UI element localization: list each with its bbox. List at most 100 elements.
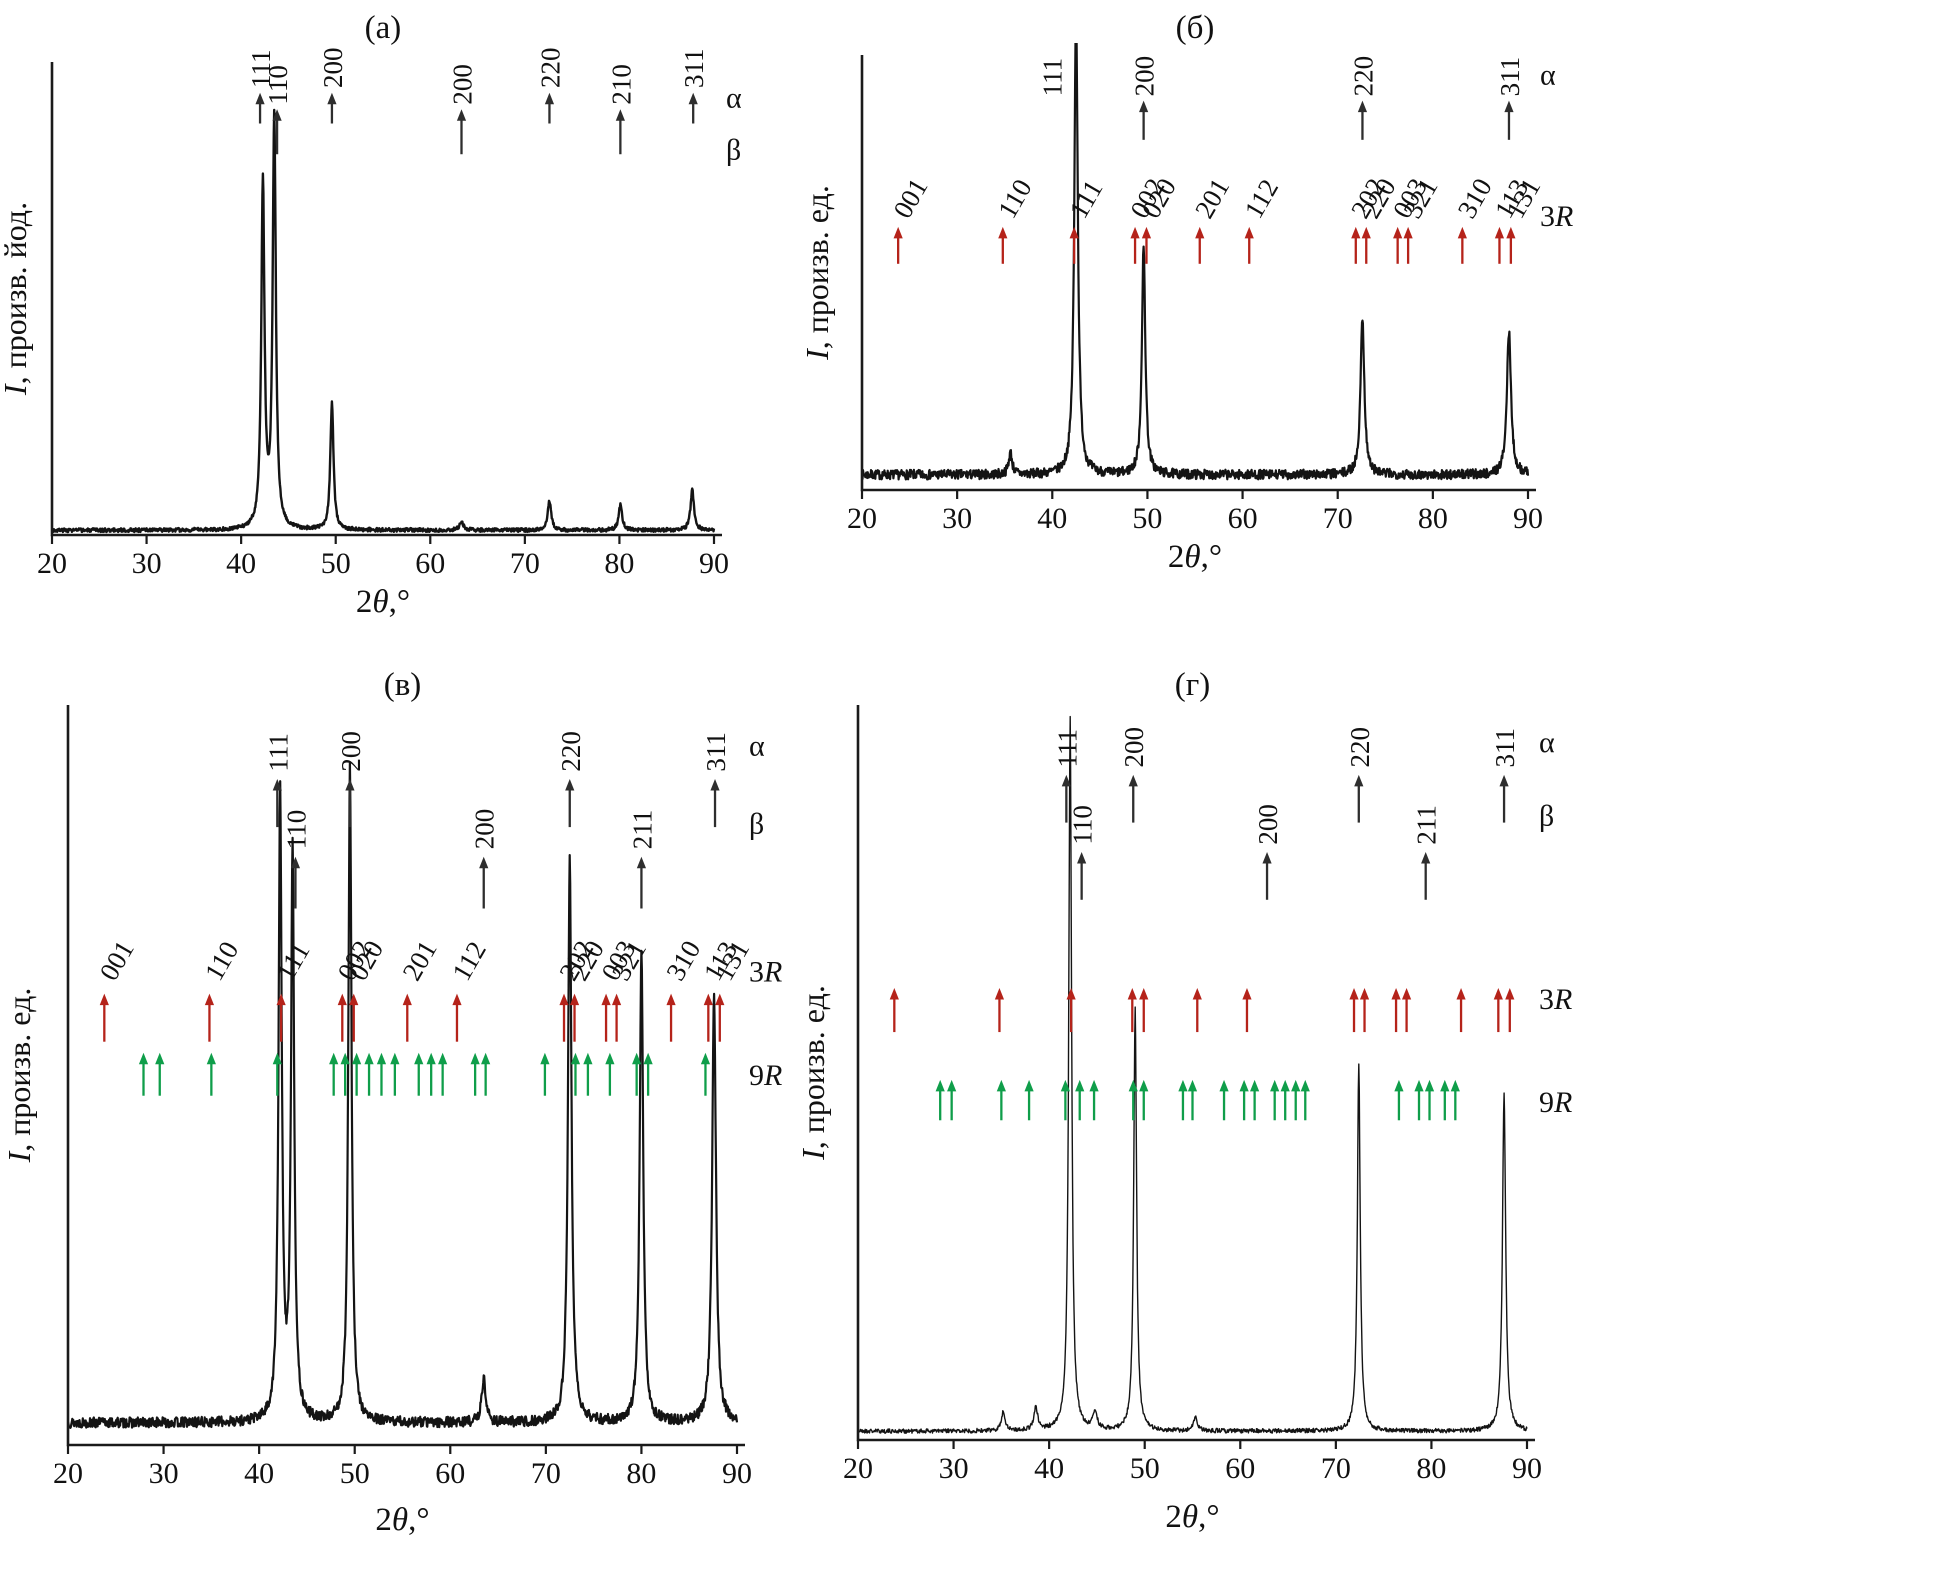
peak-marker-arrowhead-icon xyxy=(1077,852,1087,864)
x-tick-label: 80 xyxy=(604,547,634,580)
miller-index-label: 220 xyxy=(1348,56,1378,97)
x-tick-label: 60 xyxy=(1228,502,1258,535)
panel-title: (б) xyxy=(1176,10,1215,46)
peak-marker-arrowhead-icon xyxy=(893,226,903,239)
miller-index-label: 211 xyxy=(1412,805,1442,845)
miller-index-label: 220 xyxy=(1345,727,1375,768)
x-tick-label: 50 xyxy=(321,547,351,580)
peak-marker-arrowhead-icon xyxy=(1403,226,1413,239)
phase-letter: R xyxy=(763,1059,782,1092)
miller-index-label: 201 xyxy=(1189,173,1235,223)
phase-row-label: α xyxy=(1540,59,1556,92)
peak-marker-arrowhead-icon xyxy=(703,993,713,1006)
x-tick-label: 90 xyxy=(722,1457,752,1490)
x-tick-label: 30 xyxy=(132,547,162,580)
peak-marker-arrowhead-icon xyxy=(935,1079,945,1092)
miller-index-label: 111 xyxy=(270,937,315,985)
x-tick-label: 90 xyxy=(1513,502,1543,535)
miller-index-label: 111 xyxy=(246,50,276,89)
x-axis-label: 2θ,° xyxy=(1165,1499,1219,1535)
peak-marker-arrowhead-icon xyxy=(615,109,625,121)
ylabel-intensity-symbol: I xyxy=(795,1148,831,1161)
peak-marker-arrowhead-icon xyxy=(1361,226,1371,239)
peak-marker-arrowhead-icon xyxy=(700,1052,711,1065)
phase-row-label: 3R xyxy=(749,955,782,988)
x-tick-label: 80 xyxy=(1418,502,1448,535)
peak-marker-arrowhead-icon xyxy=(996,1079,1006,1092)
peak-marker-arrowhead-icon xyxy=(1024,1079,1034,1092)
phase-row-label: 9R xyxy=(1539,1086,1572,1119)
panel-v: 20 30 40 50 60 70 80 90 2θ,° I, произв. ед. (в) 111… xyxy=(1,667,782,1538)
peak-marker-arrowhead-icon xyxy=(452,993,462,1006)
peak-marker-arrowhead-icon xyxy=(544,92,555,105)
miller-index-label: 220 xyxy=(556,731,586,772)
peak-marker-arrowhead-icon xyxy=(1280,1079,1290,1092)
miller-index-label: 112 xyxy=(1238,174,1284,223)
peak-marker-arrowhead-icon xyxy=(204,993,215,1006)
x-tick-label: 60 xyxy=(435,1457,465,1490)
xlabel-suffix: ,° xyxy=(1201,539,1222,575)
peak-marker-arrowhead-icon xyxy=(1450,1079,1460,1092)
peak-marker-arrowhead-icon xyxy=(1414,1079,1424,1092)
peak-marker-arrowhead-icon xyxy=(1494,226,1505,239)
phase-letter: R xyxy=(1553,983,1572,1016)
phase-number: 3 xyxy=(1539,983,1554,1016)
miller-index-label: 200 xyxy=(1253,804,1283,845)
miller-index-label: 200 xyxy=(1130,56,1160,97)
miller-index-label: 201 xyxy=(396,935,442,985)
miller-index-label: 111 xyxy=(1063,175,1108,223)
xlabel-suffix: ,° xyxy=(408,1502,429,1538)
peak-marker-arrowhead-icon xyxy=(1349,987,1359,1000)
peak-marker-arrowhead-icon xyxy=(1506,226,1516,239)
phase-number: 9 xyxy=(1539,1086,1554,1119)
xlabel-theta: θ xyxy=(392,1502,408,1538)
peak-marker-arrowhead-icon xyxy=(559,993,569,1006)
miller-index-label: 211 xyxy=(627,810,657,850)
xlabel-theta: θ xyxy=(1182,1499,1198,1535)
peak-marker-arrowhead-icon xyxy=(998,226,1008,239)
marker-row-α: 111 200 220 311 α xyxy=(263,730,765,828)
panel-title: (а) xyxy=(365,10,402,46)
panel-title: (г) xyxy=(1175,667,1211,703)
peak-marker-arrowhead-icon xyxy=(583,1052,593,1065)
peak-marker-arrowhead-icon xyxy=(1130,226,1140,239)
miller-index-label: 200 xyxy=(336,731,366,772)
ylabel-intensity-symbol: I xyxy=(1,1150,37,1163)
miller-index-label: 111 xyxy=(1037,58,1067,97)
peak-marker-arrowhead-icon xyxy=(570,1052,581,1065)
peak-marker-arrowhead-icon xyxy=(1061,774,1071,787)
marker-row-β: 110 200 211 β xyxy=(281,807,764,909)
marker-row-α: 111 200 220 311 α xyxy=(1052,726,1555,823)
miller-index-label: 310 xyxy=(1452,173,1498,223)
x-tick-label: 50 xyxy=(340,1457,370,1490)
peak-marker-arrowhead-icon xyxy=(1239,1079,1249,1092)
miller-index-label: 112 xyxy=(446,936,492,985)
y-axis-label: I, произв. ед. xyxy=(1,988,37,1164)
peak-marker-arrowhead-icon xyxy=(1141,226,1152,239)
marker-row-9R: 9R xyxy=(935,1079,1572,1121)
xrd-curve xyxy=(859,715,1528,1434)
x-tick-label: 90 xyxy=(699,547,729,580)
peak-marker-arrowhead-icon xyxy=(605,1052,615,1065)
peak-marker-arrowhead-icon xyxy=(340,1052,350,1065)
x-tick-label: 40 xyxy=(1037,502,1067,535)
ylabel-intensity-symbol: I xyxy=(0,383,33,396)
peak-marker-arrowhead-icon xyxy=(688,92,698,105)
peak-marker-arrowhead-icon xyxy=(329,1052,339,1065)
phase-row-label: β xyxy=(1539,799,1554,832)
peak-marker-arrowhead-icon xyxy=(1219,1079,1229,1092)
peak-marker-arrowhead-icon xyxy=(272,1052,282,1065)
peak-marker-arrowhead-icon xyxy=(1457,226,1467,239)
peak-marker-arrowhead-icon xyxy=(345,779,355,791)
phase-number: 3 xyxy=(749,955,764,988)
x-tick-label: 70 xyxy=(1321,1452,1351,1485)
x-tick-label: 70 xyxy=(1323,502,1353,535)
xlabel-theta: θ xyxy=(372,584,388,620)
panel-b: 20 30 40 50 60 70 80 90 2θ,° I, произв. ед. (б) 111… xyxy=(799,10,1573,575)
y-axis-label: I, произв. ед. xyxy=(795,985,831,1161)
peak-marker-arrowhead-icon xyxy=(479,856,489,869)
x-tick-label: 50 xyxy=(1130,1452,1160,1485)
miller-index-label: 110 xyxy=(1068,805,1098,845)
